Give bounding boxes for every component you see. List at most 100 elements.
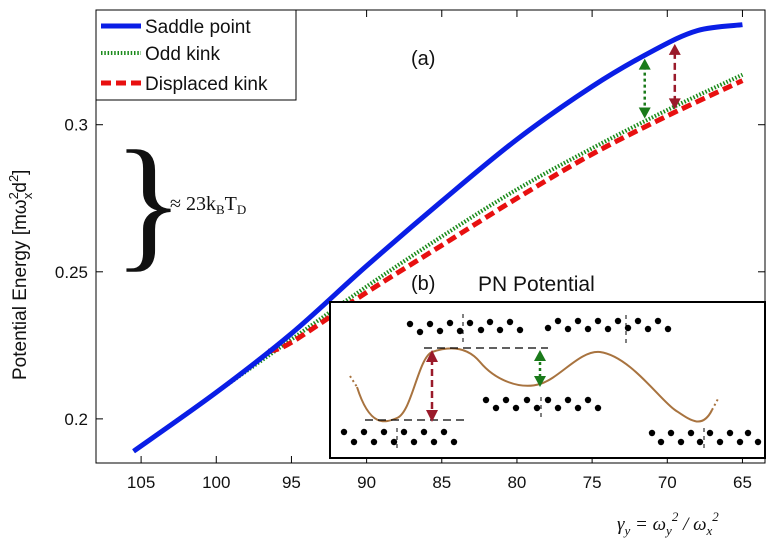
y-tick-label: 0.25 — [55, 263, 88, 282]
x-tick-label: 70 — [658, 473, 677, 492]
ion-dot — [440, 428, 448, 436]
ion-dot — [406, 320, 414, 328]
ion-dot — [594, 317, 602, 325]
legend: Saddle point Odd kink Displaced kink — [95, 9, 297, 101]
ion-dot — [584, 396, 592, 404]
ion-dot — [696, 438, 704, 446]
inset-green-arrowhead-top — [534, 350, 546, 361]
x-tick-label: 80 — [507, 473, 526, 492]
brace-t: T — [225, 193, 237, 215]
x-axis-label: γy = ωy2 / ωx2 — [617, 509, 719, 538]
xlabel-x: x — [706, 523, 713, 538]
ion-dot — [634, 317, 642, 325]
ion-dot — [446, 319, 454, 327]
ion-dot — [533, 404, 541, 412]
ion-dot — [664, 325, 672, 333]
x-tick-label: 95 — [282, 473, 301, 492]
ylabel-main: Potential Energy [mω — [10, 199, 31, 380]
brace-text: ≈ 23k — [170, 193, 216, 215]
y-tick-label: 0.3 — [64, 116, 88, 135]
ion-dot — [416, 328, 424, 336]
ion-dot — [512, 404, 520, 412]
series-line-saddle-point — [132, 22, 743, 454]
ion-dot — [370, 438, 378, 446]
legend-label-odd: Odd kink — [145, 44, 220, 65]
gap-arrowhead-top-displaced-kink — [668, 43, 681, 55]
ion-dot — [654, 317, 662, 325]
gap-arrowhead-bottom-odd-kink — [638, 107, 651, 119]
ion-dot — [657, 438, 665, 446]
ion-dot — [584, 325, 592, 333]
inset-guides — [365, 347, 548, 421]
legend-label-displaced: Displaced kink — [145, 74, 268, 95]
ion-dot — [466, 319, 474, 327]
inset-dots — [340, 317, 762, 446]
ion-dot — [574, 404, 582, 412]
ion-dot — [492, 404, 500, 412]
gap-arrowhead-top-odd-kink — [638, 58, 651, 70]
ion-dot — [400, 428, 408, 436]
ylabel-sup2: 2 — [6, 175, 21, 182]
inset-green-arrowhead-bottom — [534, 376, 546, 387]
xlabel-eq: = ω — [630, 514, 666, 535]
ion-dot — [350, 438, 358, 446]
ion-dot — [430, 438, 438, 446]
ion-dot — [677, 438, 685, 446]
ion-dot — [644, 325, 652, 333]
ion-dot — [450, 438, 458, 446]
ion-dot — [360, 428, 368, 436]
ion-dot — [420, 428, 428, 436]
ylabel-end: ] — [10, 170, 31, 175]
brace: } — [113, 121, 184, 285]
ion-dot — [594, 404, 602, 412]
ion-dot — [523, 396, 531, 404]
ion-dot — [506, 318, 514, 326]
brace-annotation: ≈ 23kBTD — [170, 193, 246, 217]
ion-dot — [564, 396, 572, 404]
ion-dot — [544, 396, 552, 404]
xlabel-sup: 2 — [672, 509, 679, 524]
gap-arrows — [638, 43, 681, 119]
ion-dot — [456, 327, 464, 335]
gap-arrowhead-bottom-displaced-kink — [668, 98, 681, 110]
x-tick-label: 105 — [127, 473, 155, 492]
ion-dot — [380, 428, 388, 436]
pn-potential-curve — [356, 347, 713, 423]
y-axis-label: Potential Energy [mω2xd2] — [6, 170, 35, 380]
series-layer — [132, 22, 744, 454]
x-tick-label: 85 — [432, 473, 451, 492]
ion-dot — [667, 429, 675, 437]
pn-curve-left-dots — [349, 375, 358, 388]
ion-dot — [648, 429, 656, 437]
ion-dot — [574, 317, 582, 325]
ion-dot — [486, 318, 494, 326]
series-line-displaced-kink — [267, 78, 744, 354]
ion-dot — [477, 326, 485, 334]
inset-red-arrowhead-top — [426, 350, 438, 362]
x-tick-label: 100 — [202, 473, 230, 492]
ylabel-sub: x — [20, 192, 35, 199]
xlabel-gamma: γ — [617, 514, 625, 535]
x-tick-label: 65 — [733, 473, 752, 492]
ion-dot — [482, 396, 490, 404]
xlabel-y2: y — [664, 523, 672, 538]
ion-dot — [564, 325, 572, 333]
ion-dot — [340, 428, 348, 436]
plot-frame — [95, 9, 766, 464]
inset-vertical-guides — [396, 314, 705, 451]
ion-dot — [516, 326, 524, 334]
ion-dot — [496, 326, 504, 334]
x-tick-label: 75 — [583, 473, 602, 492]
x-tick-label: 90 — [357, 473, 376, 492]
ion-dot — [410, 438, 418, 446]
inset-title: PN Potential — [478, 273, 595, 296]
y-tick-label: 0.2 — [64, 410, 88, 429]
ion-dot — [544, 324, 552, 332]
ion-dot — [687, 429, 695, 437]
ylabel-d: d — [10, 182, 31, 193]
xlabel-sup2: 2 — [712, 509, 719, 524]
ion-dot — [502, 396, 510, 404]
ion-dot — [554, 404, 562, 412]
axis-ticks: 105 100 95 90 85 80 75 70 65 0.2 0.25 0.3 — [55, 10, 765, 492]
